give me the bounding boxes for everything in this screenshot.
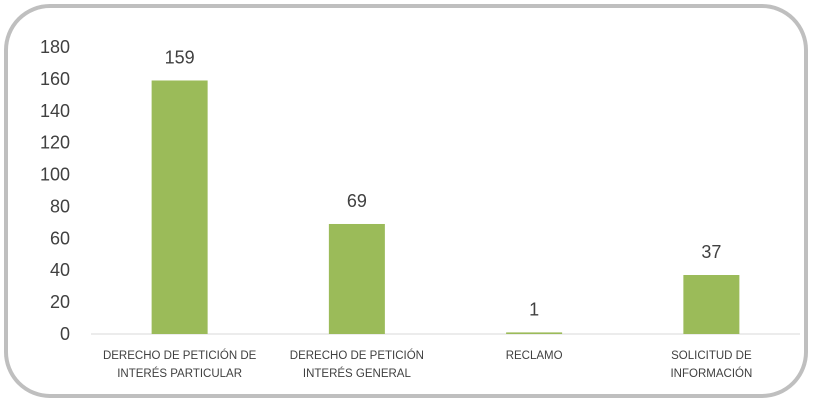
data-label: 37 [701,242,721,262]
y-tick-label: 60 [50,228,70,248]
category-label: RECLAMO [506,350,563,362]
category-label: INTERÉS PARTICULAR [117,367,242,380]
chart-frame [4,4,808,398]
bar [683,275,740,334]
y-tick-label: 40 [50,260,70,280]
category-label: INFORMACIÓN [670,367,752,380]
y-tick-label: 80 [50,196,70,216]
y-tick-label: 180 [40,37,70,57]
category-label: SOLICITUD DE [671,350,752,362]
bar [328,223,385,334]
bars [151,80,740,334]
data-labels: 159 69 1 37 [165,47,722,319]
y-tick-label: 160 [40,69,70,89]
category-label: INTERÉS GENERAL [303,367,412,380]
y-tick-label: 140 [40,101,70,121]
category-labels: DERECHO DE PETICIÓN DE INTERÉS PARTICULAR… [103,349,752,380]
data-label: 69 [347,191,367,211]
category-label: DERECHO DE PETICIÓN DE [103,349,257,362]
y-tick-label: 100 [40,165,70,185]
data-label: 1 [529,299,539,319]
y-tick-label: 120 [40,133,70,153]
y-tick-label: 0 [60,324,70,344]
y-tick-label: 20 [50,292,70,312]
bar [151,80,208,334]
y-axis-tick-labels: 0 20 40 60 80 100 120 140 160 180 [40,37,70,344]
category-label: DERECHO DE PETICIÓN [290,349,424,362]
data-label: 159 [165,47,195,67]
bar [506,332,563,334]
